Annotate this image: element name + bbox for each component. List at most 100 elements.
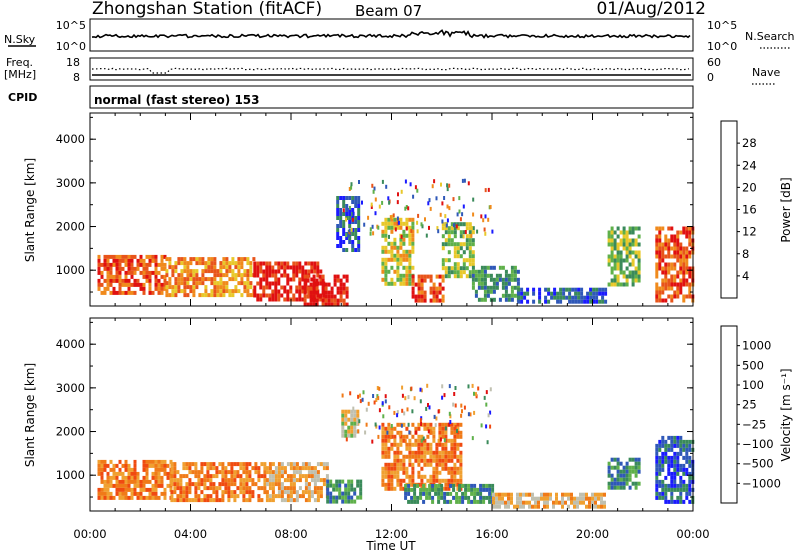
velocity-cell <box>679 447 683 452</box>
velocity-cell <box>552 504 555 509</box>
power-cell <box>450 270 454 275</box>
velocity-cell <box>423 458 427 463</box>
power-cell <box>289 277 293 282</box>
velocity-cell <box>316 494 320 499</box>
power-cell <box>154 270 158 275</box>
power-cell <box>489 297 493 302</box>
power-cell <box>402 253 406 258</box>
velocity-cell <box>100 491 104 496</box>
power-cell <box>315 302 319 307</box>
power-cell <box>298 277 302 282</box>
power-cell <box>186 293 190 298</box>
power-cell <box>489 205 492 209</box>
velocity-cell <box>393 410 396 415</box>
velocity-cell <box>619 461 623 466</box>
velocity-cell <box>268 478 272 483</box>
power-cell <box>388 200 391 205</box>
velocity-cell <box>316 486 320 491</box>
velocity-cell <box>676 443 680 448</box>
power-cell <box>213 269 217 274</box>
power-cell <box>411 241 415 246</box>
velocity-cell <box>387 430 391 435</box>
velocity-cell <box>670 447 674 452</box>
power-cell <box>157 278 161 283</box>
power-cell <box>676 286 680 291</box>
power-cell <box>198 277 202 282</box>
power-cell <box>350 227 353 232</box>
power-cell <box>237 257 241 262</box>
power-cell <box>411 229 415 234</box>
nsky-tick-bottom: 10^0 <box>56 40 86 53</box>
velocity-cell <box>381 422 385 427</box>
power-cell <box>130 270 134 275</box>
velocity-cell <box>115 491 119 496</box>
velocity-cell <box>260 462 264 467</box>
velocity-cell <box>676 459 680 464</box>
velocity-cell <box>475 394 478 399</box>
velocity-cell <box>455 491 459 496</box>
velocity-cell <box>182 474 186 479</box>
velocity-cell <box>516 500 519 505</box>
velocity-cell <box>359 393 361 398</box>
velocity-cell <box>97 467 101 472</box>
power-cell <box>432 282 436 287</box>
velocity-cell <box>248 494 252 499</box>
power-cell <box>345 274 349 279</box>
velocity-cell <box>142 483 146 488</box>
velocity-cell <box>453 438 457 443</box>
velocity-cell <box>227 478 231 483</box>
velocity-cell <box>353 425 357 430</box>
velocity-cell <box>307 486 311 491</box>
power-cell <box>513 285 517 290</box>
velocity-cell <box>458 499 462 504</box>
velocity-cell <box>399 434 403 439</box>
power-cell <box>393 237 397 242</box>
velocity-cell <box>673 483 677 488</box>
power-cell <box>685 254 689 259</box>
velocity-cell <box>292 474 296 479</box>
power-cell <box>201 261 205 266</box>
power-cell <box>607 282 611 287</box>
velocity-cell <box>265 498 269 503</box>
velocity-cell <box>688 479 692 484</box>
power-cell <box>189 257 193 262</box>
power-cell <box>688 270 692 275</box>
velocity-cell <box>453 442 457 447</box>
power-cell <box>613 282 617 287</box>
power-cell <box>516 281 520 286</box>
power-cell <box>277 265 281 270</box>
velocity-cell <box>206 462 210 467</box>
power-cell <box>342 298 346 303</box>
power-cell <box>673 262 677 267</box>
power-cell <box>619 242 623 247</box>
power-cell <box>183 285 187 290</box>
velocity-cell <box>371 439 374 444</box>
velocity-cell <box>280 482 284 487</box>
velocity-cell <box>245 462 249 467</box>
power-cell <box>216 293 220 298</box>
power-cell <box>411 233 415 238</box>
power-cell <box>109 270 113 275</box>
velocity-cell <box>347 499 351 504</box>
power-cell <box>183 281 187 286</box>
power-cell <box>168 261 172 266</box>
power-cell <box>664 266 668 271</box>
power-cell <box>483 281 487 286</box>
velocity-cell <box>519 492 522 497</box>
velocity-cell <box>304 482 308 487</box>
power-cell <box>402 257 406 262</box>
power-cell <box>670 298 674 303</box>
velocity-cell <box>450 466 454 471</box>
velocity-cell <box>417 462 421 467</box>
velocity-cell <box>329 491 333 496</box>
velocity-cell <box>463 405 466 410</box>
power-cell <box>289 285 293 290</box>
power-cell <box>277 261 281 266</box>
power-cell <box>274 297 278 302</box>
velocity-cell <box>329 499 333 504</box>
power-cell <box>447 242 451 247</box>
velocity-cell <box>670 443 674 448</box>
power-cell <box>265 273 269 278</box>
power-cell <box>342 224 346 228</box>
velocity-cell <box>467 412 470 417</box>
